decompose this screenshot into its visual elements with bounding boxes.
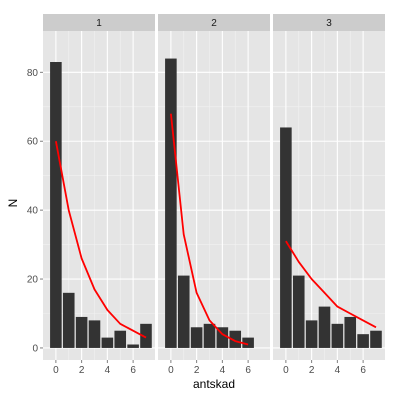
facet-strip-label: 2: [211, 18, 217, 29]
x-tick-label: 2: [309, 365, 315, 376]
bar: [242, 337, 254, 348]
x-tick-label: 0: [283, 365, 289, 376]
panel-background: [43, 31, 155, 360]
x-tick-label: 4: [220, 365, 226, 376]
bar: [216, 327, 229, 348]
facet-panel: 3: [273, 14, 385, 360]
bar: [203, 323, 216, 348]
y-tick-label: 80: [27, 68, 39, 79]
bar: [101, 337, 114, 348]
x-tick-label: 6: [360, 365, 366, 376]
y-tick-label: 60: [27, 137, 39, 148]
bar: [331, 323, 344, 348]
x-tick-label: 6: [245, 365, 251, 376]
bar: [280, 127, 292, 348]
x-axis-title: antskad: [193, 377, 235, 391]
y-axis: 0 20 40 60 80: [27, 68, 43, 354]
facet-strip: [273, 14, 385, 31]
bar: [370, 330, 382, 348]
y-axis-title: N: [6, 199, 20, 208]
facet-strip-label: 3: [326, 18, 332, 29]
bar: [305, 320, 318, 348]
facet-panel: 1: [43, 14, 155, 360]
bar: [177, 275, 190, 348]
y-tick-label: 0: [32, 343, 38, 354]
bar: [127, 344, 139, 348]
bar: [62, 292, 75, 348]
bar: [50, 62, 62, 348]
y-tick-label: 20: [27, 275, 39, 286]
bar: [88, 320, 101, 348]
fit-line: [55, 141, 147, 339]
bar: [344, 316, 357, 348]
x-tick-label: 4: [105, 365, 111, 376]
bar: [140, 323, 152, 348]
x-tick-label: 2: [79, 365, 85, 376]
x-axis: 0 2 4 6 0 2 4 6 0 2 4 6: [53, 360, 366, 376]
x-tick-label: 2: [194, 365, 200, 376]
bar: [357, 334, 369, 348]
facet-panel: 2: [158, 14, 270, 360]
x-tick-label: 4: [335, 365, 341, 376]
facet-strip: [43, 14, 155, 31]
bar: [190, 327, 203, 348]
x-tick-label: 6: [130, 365, 136, 376]
fit-line: [285, 240, 377, 329]
bar: [229, 330, 242, 348]
x-tick-label: 0: [168, 365, 174, 376]
facet-panels: 1 2 3: [43, 14, 385, 360]
bar: [165, 58, 177, 348]
bar: [114, 330, 127, 348]
bar: [75, 316, 88, 348]
bar: [292, 275, 305, 348]
bar: [318, 306, 331, 348]
y-tick-label: 40: [27, 206, 39, 217]
facet-strip: [158, 14, 270, 31]
fit-line: [170, 113, 249, 346]
facet-strip-label: 1: [96, 18, 102, 29]
x-tick-label: 0: [53, 365, 59, 376]
